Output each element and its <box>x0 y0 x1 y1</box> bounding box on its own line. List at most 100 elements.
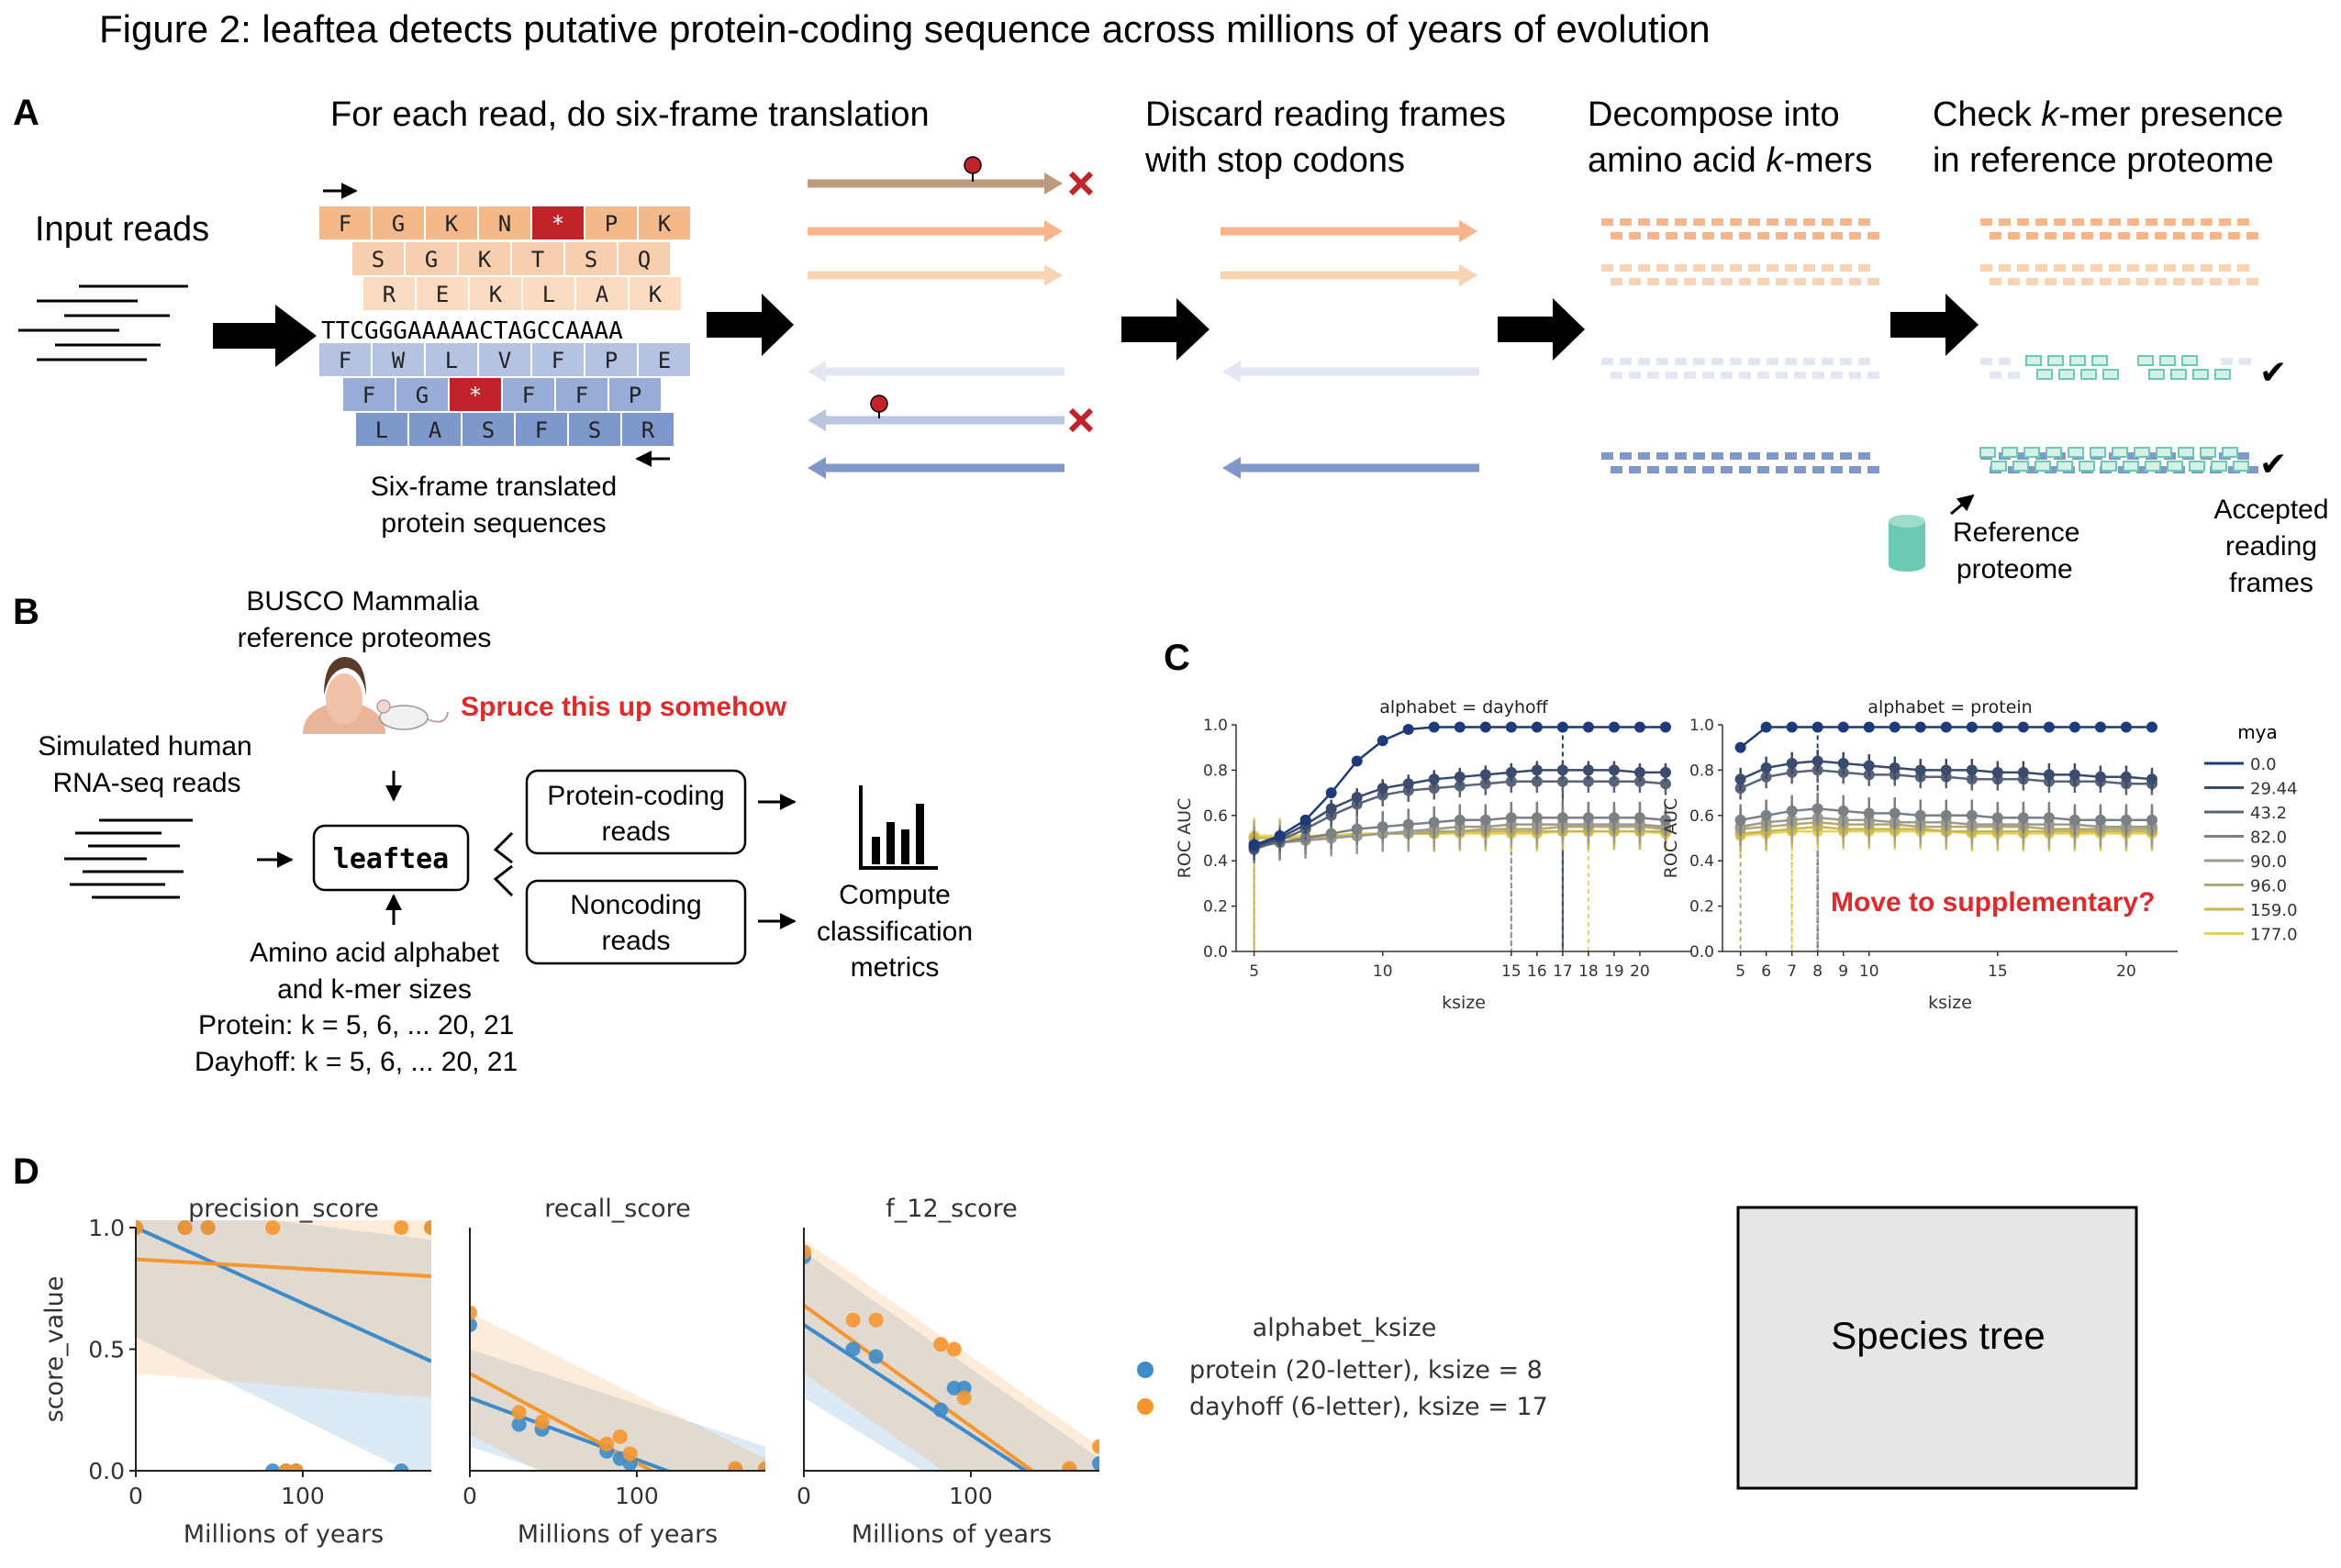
decompose-kmer-f2 <box>1647 232 1659 239</box>
decompose-kmer-f3 <box>1730 264 1742 272</box>
legend-entry: 43.2 <box>2250 804 2287 823</box>
alphabet-label-2: and k-mer sizes <box>277 974 472 1005</box>
matched-kmer <box>2200 447 2216 458</box>
data-point <box>728 1461 743 1471</box>
decompose-kmer-r3 <box>1666 466 1678 473</box>
data-point <box>1914 764 1926 776</box>
big-arrow-3 <box>1121 298 1210 361</box>
check-kmer-f3 <box>2118 278 2130 285</box>
aa-letter: F <box>575 383 588 408</box>
chart-title: alphabet = protein <box>1867 697 2032 717</box>
legend-entry: protein (20-letter), ksize = 8 <box>1189 1356 1543 1385</box>
aa-cell <box>426 206 477 239</box>
check-kmer-f2 <box>2054 218 2066 226</box>
y-tick-label: 1.0 <box>1203 717 1228 735</box>
decompose-kmer-r1 <box>1785 358 1797 365</box>
decompose-kmer-f2 <box>1757 232 1769 239</box>
mya-legend: 0.0 29.44 43.2 82.0 90.0 96.0 159.0 177.0 <box>2204 755 2298 945</box>
check-kmer-f3 <box>2072 264 2084 272</box>
aa-cell <box>565 242 617 275</box>
decompose-kmer-f3 <box>1675 264 1687 272</box>
decompose-kmer-r3 <box>1748 452 1760 460</box>
species-tree-placeholder <box>1736 1206 2138 1490</box>
check-kmer-f2 <box>2173 232 2185 239</box>
data-point <box>1760 809 1772 821</box>
aa-cell <box>426 343 477 376</box>
data-point <box>1325 787 1337 799</box>
decompose-kmer-f2 <box>1638 218 1650 226</box>
check-kmer-f3 <box>1999 264 2011 272</box>
data-point <box>2068 721 2080 733</box>
data-point <box>511 1417 527 1432</box>
decompose-kmer-r3 <box>1803 452 1815 460</box>
check-kmer-f2 <box>2090 218 2102 226</box>
decompose-kmer-f2 <box>1675 218 1687 226</box>
legend-entry: 96.0 <box>2250 877 2287 896</box>
roc-auc-dayhoff-chart: 0.0 0.2 0.4 0.6 0.8 1.0 5 10 15 16 17 18 19 20 alphabe… <box>1175 697 1691 1013</box>
y-tick-label: 0.0 <box>1203 943 1228 962</box>
decompose-kmer-r1 <box>1656 358 1668 365</box>
chart-title: alphabet = dayhoff <box>1379 697 1548 717</box>
data-point <box>1454 721 1466 733</box>
data-point <box>1811 721 1823 733</box>
y-tick-label: 1.0 <box>1689 717 1714 735</box>
aa-cell <box>630 277 681 310</box>
legend-entry: 177.0 <box>2250 926 2298 945</box>
data-point <box>2120 771 2132 783</box>
data-point <box>1556 721 1568 733</box>
matched-kmer <box>2178 447 2194 458</box>
data-point <box>2043 721 2055 733</box>
data-point <box>1863 760 1875 772</box>
decompose-kmer-r1 <box>1822 358 1834 365</box>
plot-area <box>804 1240 1099 1471</box>
data-point <box>804 1244 811 1260</box>
plot-area <box>470 1305 765 1471</box>
data-point <box>933 1337 949 1352</box>
chart-title: recall_score <box>544 1195 691 1223</box>
check-kmer-f2 <box>2146 218 2157 226</box>
legend-entry: dayhoff (6-letter), ksize = 17 <box>1189 1393 1548 1421</box>
database-icon <box>1889 515 1925 572</box>
check-kmer-f3 <box>1980 264 1992 272</box>
step-decompose-title-2: amino acid k-mers <box>1588 141 1872 180</box>
data-point <box>1889 721 1901 733</box>
aa-letter: F <box>339 211 351 237</box>
decompose-kmer-f3 <box>1629 278 1641 285</box>
decompose-kmer-f3 <box>1601 264 1613 272</box>
compute-metrics-label-1: Compute <box>839 880 951 910</box>
decompose-kmer-f3 <box>1711 264 1723 272</box>
aa-letter: F <box>552 348 564 373</box>
data-point <box>1734 741 1746 753</box>
aa-cell <box>459 242 510 275</box>
decompose-kmer-f3 <box>1693 264 1705 272</box>
matched-kmer <box>2001 447 2018 458</box>
aa-letter: K <box>649 282 663 307</box>
y-tick-label: 0.8 <box>1203 762 1228 780</box>
aa-cell <box>409 413 461 446</box>
y-tick-label: 0.4 <box>1689 852 1714 871</box>
matched-kmer <box>2057 461 2073 472</box>
data-point <box>2146 814 2157 826</box>
check-kmer-f3 <box>2090 264 2102 272</box>
aa-cell <box>532 343 584 376</box>
legend-entry: 82.0 <box>2250 828 2287 848</box>
data-point <box>1991 812 2003 824</box>
aa-letter: R <box>641 417 655 443</box>
reading-frame-arrows <box>808 156 1479 479</box>
simulated-reads-label-1: Simulated human <box>38 731 251 762</box>
aa-letter: K <box>478 247 492 272</box>
data-point <box>1608 721 1620 733</box>
decompose-kmer-r1 <box>1638 358 1650 365</box>
decompose-kmer-f3 <box>1666 278 1678 285</box>
decompose-kmer-r1 <box>1693 358 1705 365</box>
check-kmer-r3 <box>2017 452 2029 460</box>
step-discard-title-2: with stop codons <box>1144 141 1405 180</box>
check-kmer-r1 <box>1990 372 2001 379</box>
decompose-kmer-r3 <box>1840 452 1852 460</box>
matched-kmer <box>2090 447 2106 458</box>
busco-label-2: reference proteomes <box>238 623 492 653</box>
data-point <box>1325 803 1337 815</box>
decompose-kmer-f2 <box>1601 218 1613 226</box>
check-kmer-f3 <box>2182 264 2194 272</box>
matched-kmer <box>2170 369 2187 380</box>
